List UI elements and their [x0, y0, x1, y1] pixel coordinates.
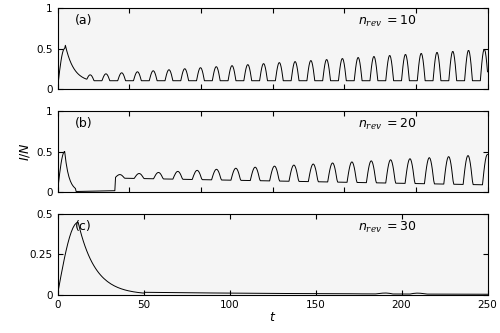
Text: (c): (c)	[74, 220, 92, 233]
Text: (a): (a)	[74, 14, 92, 27]
Y-axis label: $I/N$: $I/N$	[18, 142, 32, 161]
Text: $n_{\mathregular{rev}}$ $= 30$: $n_{\mathregular{rev}}$ $= 30$	[358, 220, 418, 235]
Text: $n_{\mathregular{rev}}$ $= 20$: $n_{\mathregular{rev}}$ $= 20$	[358, 117, 418, 132]
Text: (b): (b)	[74, 117, 92, 130]
X-axis label: $t$: $t$	[269, 311, 276, 324]
Text: $n_{\mathregular{rev}}$ $= 10$: $n_{\mathregular{rev}}$ $= 10$	[358, 14, 418, 29]
